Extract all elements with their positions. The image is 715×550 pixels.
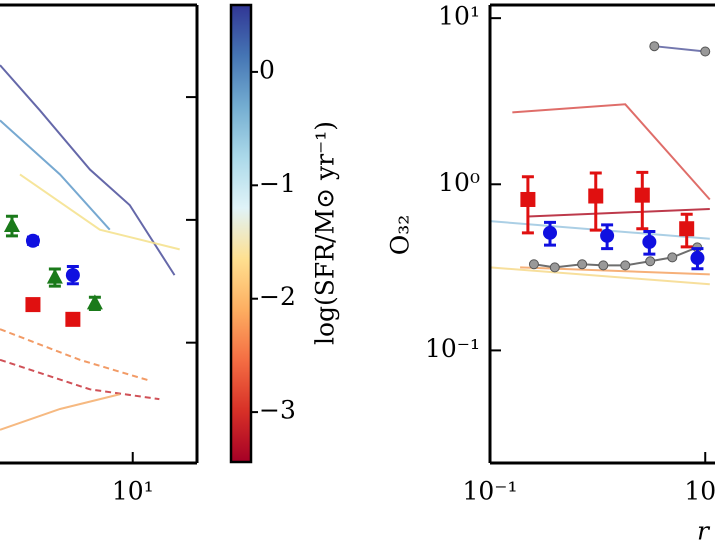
colorbar: [229, 3, 253, 464]
x-tick-label: 10⁰: [684, 477, 715, 506]
marker-circle: [600, 228, 615, 243]
marker-circle: [25, 233, 40, 248]
colorbar-tick-label: 0: [259, 55, 275, 84]
marker-triangle: [3, 217, 20, 233]
marker-triangle: [86, 294, 103, 310]
marker-square: [520, 191, 536, 207]
marker-square: [679, 221, 695, 237]
series-line: [654, 45, 706, 53]
marker-circle: [645, 256, 656, 267]
colorbar-tick-label: −3: [259, 396, 296, 425]
series-line: [520, 266, 710, 276]
marker-circle: [620, 260, 631, 271]
colorbar-tick-label: −2: [259, 282, 296, 311]
series-line: [0, 393, 121, 431]
marker-circle: [549, 262, 560, 273]
marker-circle: [577, 259, 588, 270]
marker-triangle: [46, 268, 63, 284]
colorbar-label: log(SFR/M⊙ yr⁻¹): [311, 121, 340, 345]
marker-circle: [528, 259, 539, 270]
y-tick-label: 10¹: [438, 2, 480, 31]
series-line: [489, 266, 710, 286]
series-line: [0, 328, 151, 382]
x-axis-label: r: [697, 517, 711, 546]
marker-circle: [690, 250, 705, 265]
series-line: [0, 64, 176, 276]
y-tick-label: 10⁻¹: [425, 334, 480, 363]
marker-circle: [65, 268, 80, 283]
series-line: [512, 103, 711, 201]
marker-square: [65, 311, 81, 327]
marker-circle: [642, 234, 657, 249]
marker-circle: [649, 41, 660, 52]
marker-circle: [667, 252, 678, 263]
marker-square: [588, 188, 604, 204]
marker-square: [25, 297, 41, 313]
y-axis-label: O₃₂: [386, 215, 415, 256]
series-line: [527, 207, 710, 218]
marker-square: [634, 187, 650, 203]
series-line: [0, 119, 111, 231]
marker-circle: [700, 46, 711, 57]
series-line: [0, 358, 160, 401]
series-line: [19, 173, 180, 251]
marker-circle: [598, 260, 609, 271]
marker-circle: [543, 225, 558, 240]
x-tick-label: 10¹: [112, 477, 154, 506]
y-tick-label: 10⁰: [438, 168, 480, 197]
colorbar-tick-label: −1: [259, 169, 296, 198]
x-tick-label: 10⁻¹: [462, 477, 517, 506]
